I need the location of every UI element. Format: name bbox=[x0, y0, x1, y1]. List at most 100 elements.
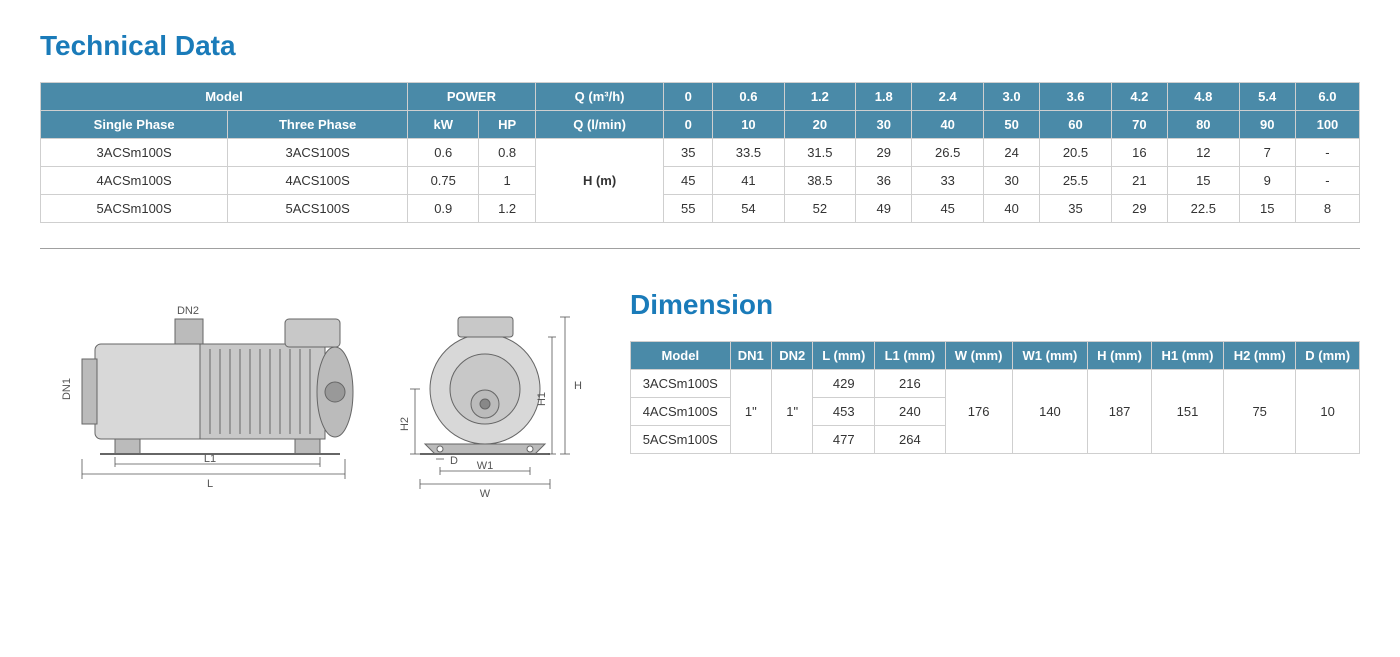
th-qm3h-8: 4.8 bbox=[1168, 83, 1239, 111]
cell: 36 bbox=[856, 167, 912, 195]
svg-text:W1: W1 bbox=[477, 460, 494, 472]
cell: 1.2 bbox=[479, 195, 535, 223]
th-model: Model bbox=[41, 83, 408, 111]
cell: 176 bbox=[945, 370, 1012, 454]
cell: 25.5 bbox=[1040, 167, 1111, 195]
cell: 3ACSm100S bbox=[631, 370, 731, 398]
svg-text:D: D bbox=[450, 455, 458, 467]
th-qm3h-10: 6.0 bbox=[1295, 83, 1359, 111]
cell: 24 bbox=[983, 139, 1039, 167]
svg-text:W: W bbox=[480, 488, 491, 500]
cell: 9 bbox=[1239, 167, 1295, 195]
technical-data-title: Technical Data bbox=[40, 30, 1360, 62]
section-divider bbox=[40, 248, 1360, 249]
cell: 477 bbox=[813, 426, 875, 454]
th-qlmin-9: 90 bbox=[1239, 111, 1295, 139]
svg-text:DN2: DN2 bbox=[177, 305, 199, 317]
th-qm3h-2: 1.2 bbox=[784, 83, 855, 111]
th-qlmin-3: 30 bbox=[856, 111, 912, 139]
cell: 429 bbox=[813, 370, 875, 398]
th-qlmin-7: 70 bbox=[1111, 111, 1167, 139]
cell: 55 bbox=[664, 195, 713, 223]
cell: 22.5 bbox=[1168, 195, 1239, 223]
dimension-table: Model DN1 DN2 L (mm) L1 (mm) W (mm) W1 (… bbox=[630, 341, 1360, 454]
dh-h2: H2 (mm) bbox=[1224, 342, 1296, 370]
th-qm3h-3: 1.8 bbox=[856, 83, 912, 111]
cell: 30 bbox=[983, 167, 1039, 195]
dh-dn2: DN2 bbox=[772, 342, 813, 370]
cell: 20.5 bbox=[1040, 139, 1111, 167]
th-qm3h-4: 2.4 bbox=[912, 83, 983, 111]
tech-row-0: 3ACSm100S 3ACS100S 0.6 0.8 H (m) 35 33.5… bbox=[41, 139, 1360, 167]
cell: 52 bbox=[784, 195, 855, 223]
svg-text:L: L bbox=[207, 478, 213, 490]
cell: 4ACSm100S bbox=[41, 167, 228, 195]
cell: 33.5 bbox=[713, 139, 784, 167]
svg-text:H2: H2 bbox=[399, 417, 411, 431]
cell: 33 bbox=[912, 167, 983, 195]
cell: 453 bbox=[813, 398, 875, 426]
th-qlmin: Q (l/min) bbox=[535, 111, 664, 139]
cell: 151 bbox=[1151, 370, 1223, 454]
cell: 75 bbox=[1224, 370, 1296, 454]
th-three: Three Phase bbox=[228, 111, 408, 139]
pump-diagram: L L1 DN1 DN2 bbox=[40, 289, 600, 512]
cell: 16 bbox=[1111, 139, 1167, 167]
dh-dn1: DN1 bbox=[730, 342, 771, 370]
cell: 5ACSm100S bbox=[41, 195, 228, 223]
cell: 140 bbox=[1012, 370, 1088, 454]
cell: 1 bbox=[479, 167, 535, 195]
cell: 5ACSm100S bbox=[631, 426, 731, 454]
th-qm3h-7: 4.2 bbox=[1111, 83, 1167, 111]
th-single: Single Phase bbox=[41, 111, 228, 139]
th-qm3h-6: 3.6 bbox=[1040, 83, 1111, 111]
cell: 1" bbox=[730, 370, 771, 454]
cell: 3ACSm100S bbox=[41, 139, 228, 167]
cell: 7 bbox=[1239, 139, 1295, 167]
cell: 10 bbox=[1296, 370, 1360, 454]
th-qlmin-4: 40 bbox=[912, 111, 983, 139]
cell: 45 bbox=[664, 167, 713, 195]
cell: 0.6 bbox=[408, 139, 479, 167]
cell: 1" bbox=[772, 370, 813, 454]
tech-row-1: 4ACSm100S 4ACS100S 0.75 1 45 41 38.5 36 … bbox=[41, 167, 1360, 195]
th-qm3h: Q (m³/h) bbox=[535, 83, 664, 111]
cell: 49 bbox=[856, 195, 912, 223]
dh-h1: H1 (mm) bbox=[1151, 342, 1223, 370]
th-qm3h-1: 0.6 bbox=[713, 83, 784, 111]
dh-w: W (mm) bbox=[945, 342, 1012, 370]
dim-row-0: 3ACSm100S 1" 1" 429 216 176 140 187 151 … bbox=[631, 370, 1360, 398]
th-qm3h-0: 0 bbox=[664, 83, 713, 111]
dh-l1: L1 (mm) bbox=[875, 342, 945, 370]
cell: 21 bbox=[1111, 167, 1167, 195]
cell: - bbox=[1295, 139, 1359, 167]
cell: 38.5 bbox=[784, 167, 855, 195]
cell: 26.5 bbox=[912, 139, 983, 167]
cell: 0.75 bbox=[408, 167, 479, 195]
cell: 54 bbox=[713, 195, 784, 223]
svg-text:H: H bbox=[574, 380, 582, 392]
dh-model: Model bbox=[631, 342, 731, 370]
dh-d: D (mm) bbox=[1296, 342, 1360, 370]
cell: 5ACS100S bbox=[228, 195, 408, 223]
cell: 0.9 bbox=[408, 195, 479, 223]
cell: 264 bbox=[875, 426, 945, 454]
svg-text:DN1: DN1 bbox=[61, 378, 73, 400]
cell: 31.5 bbox=[784, 139, 855, 167]
cell: 41 bbox=[713, 167, 784, 195]
svg-text:H1: H1 bbox=[536, 392, 548, 406]
cell: 35 bbox=[664, 139, 713, 167]
th-qlmin-10: 100 bbox=[1295, 111, 1359, 139]
cell: 35 bbox=[1040, 195, 1111, 223]
cell: 15 bbox=[1168, 167, 1239, 195]
th-qlmin-5: 50 bbox=[983, 111, 1039, 139]
cell: 4ACS100S bbox=[228, 167, 408, 195]
th-qlmin-1: 10 bbox=[713, 111, 784, 139]
th-hp: HP bbox=[479, 111, 535, 139]
cell: 0.8 bbox=[479, 139, 535, 167]
th-qm3h-9: 5.4 bbox=[1239, 83, 1295, 111]
dh-h: H (mm) bbox=[1088, 342, 1152, 370]
cell: 216 bbox=[875, 370, 945, 398]
th-qlmin-2: 20 bbox=[784, 111, 855, 139]
cell: 29 bbox=[856, 139, 912, 167]
